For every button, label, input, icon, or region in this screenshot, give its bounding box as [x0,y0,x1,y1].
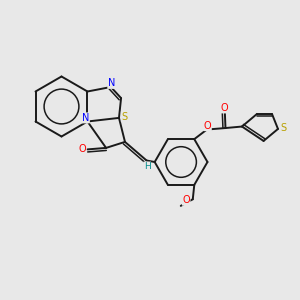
Text: O: O [204,121,211,130]
Text: S: S [280,123,286,133]
Text: O: O [182,195,190,205]
Text: O: O [220,103,228,113]
Text: O: O [78,144,86,154]
Text: N: N [82,113,89,123]
Text: S: S [121,112,127,122]
Text: H: H [144,162,151,171]
Text: N: N [108,78,115,88]
